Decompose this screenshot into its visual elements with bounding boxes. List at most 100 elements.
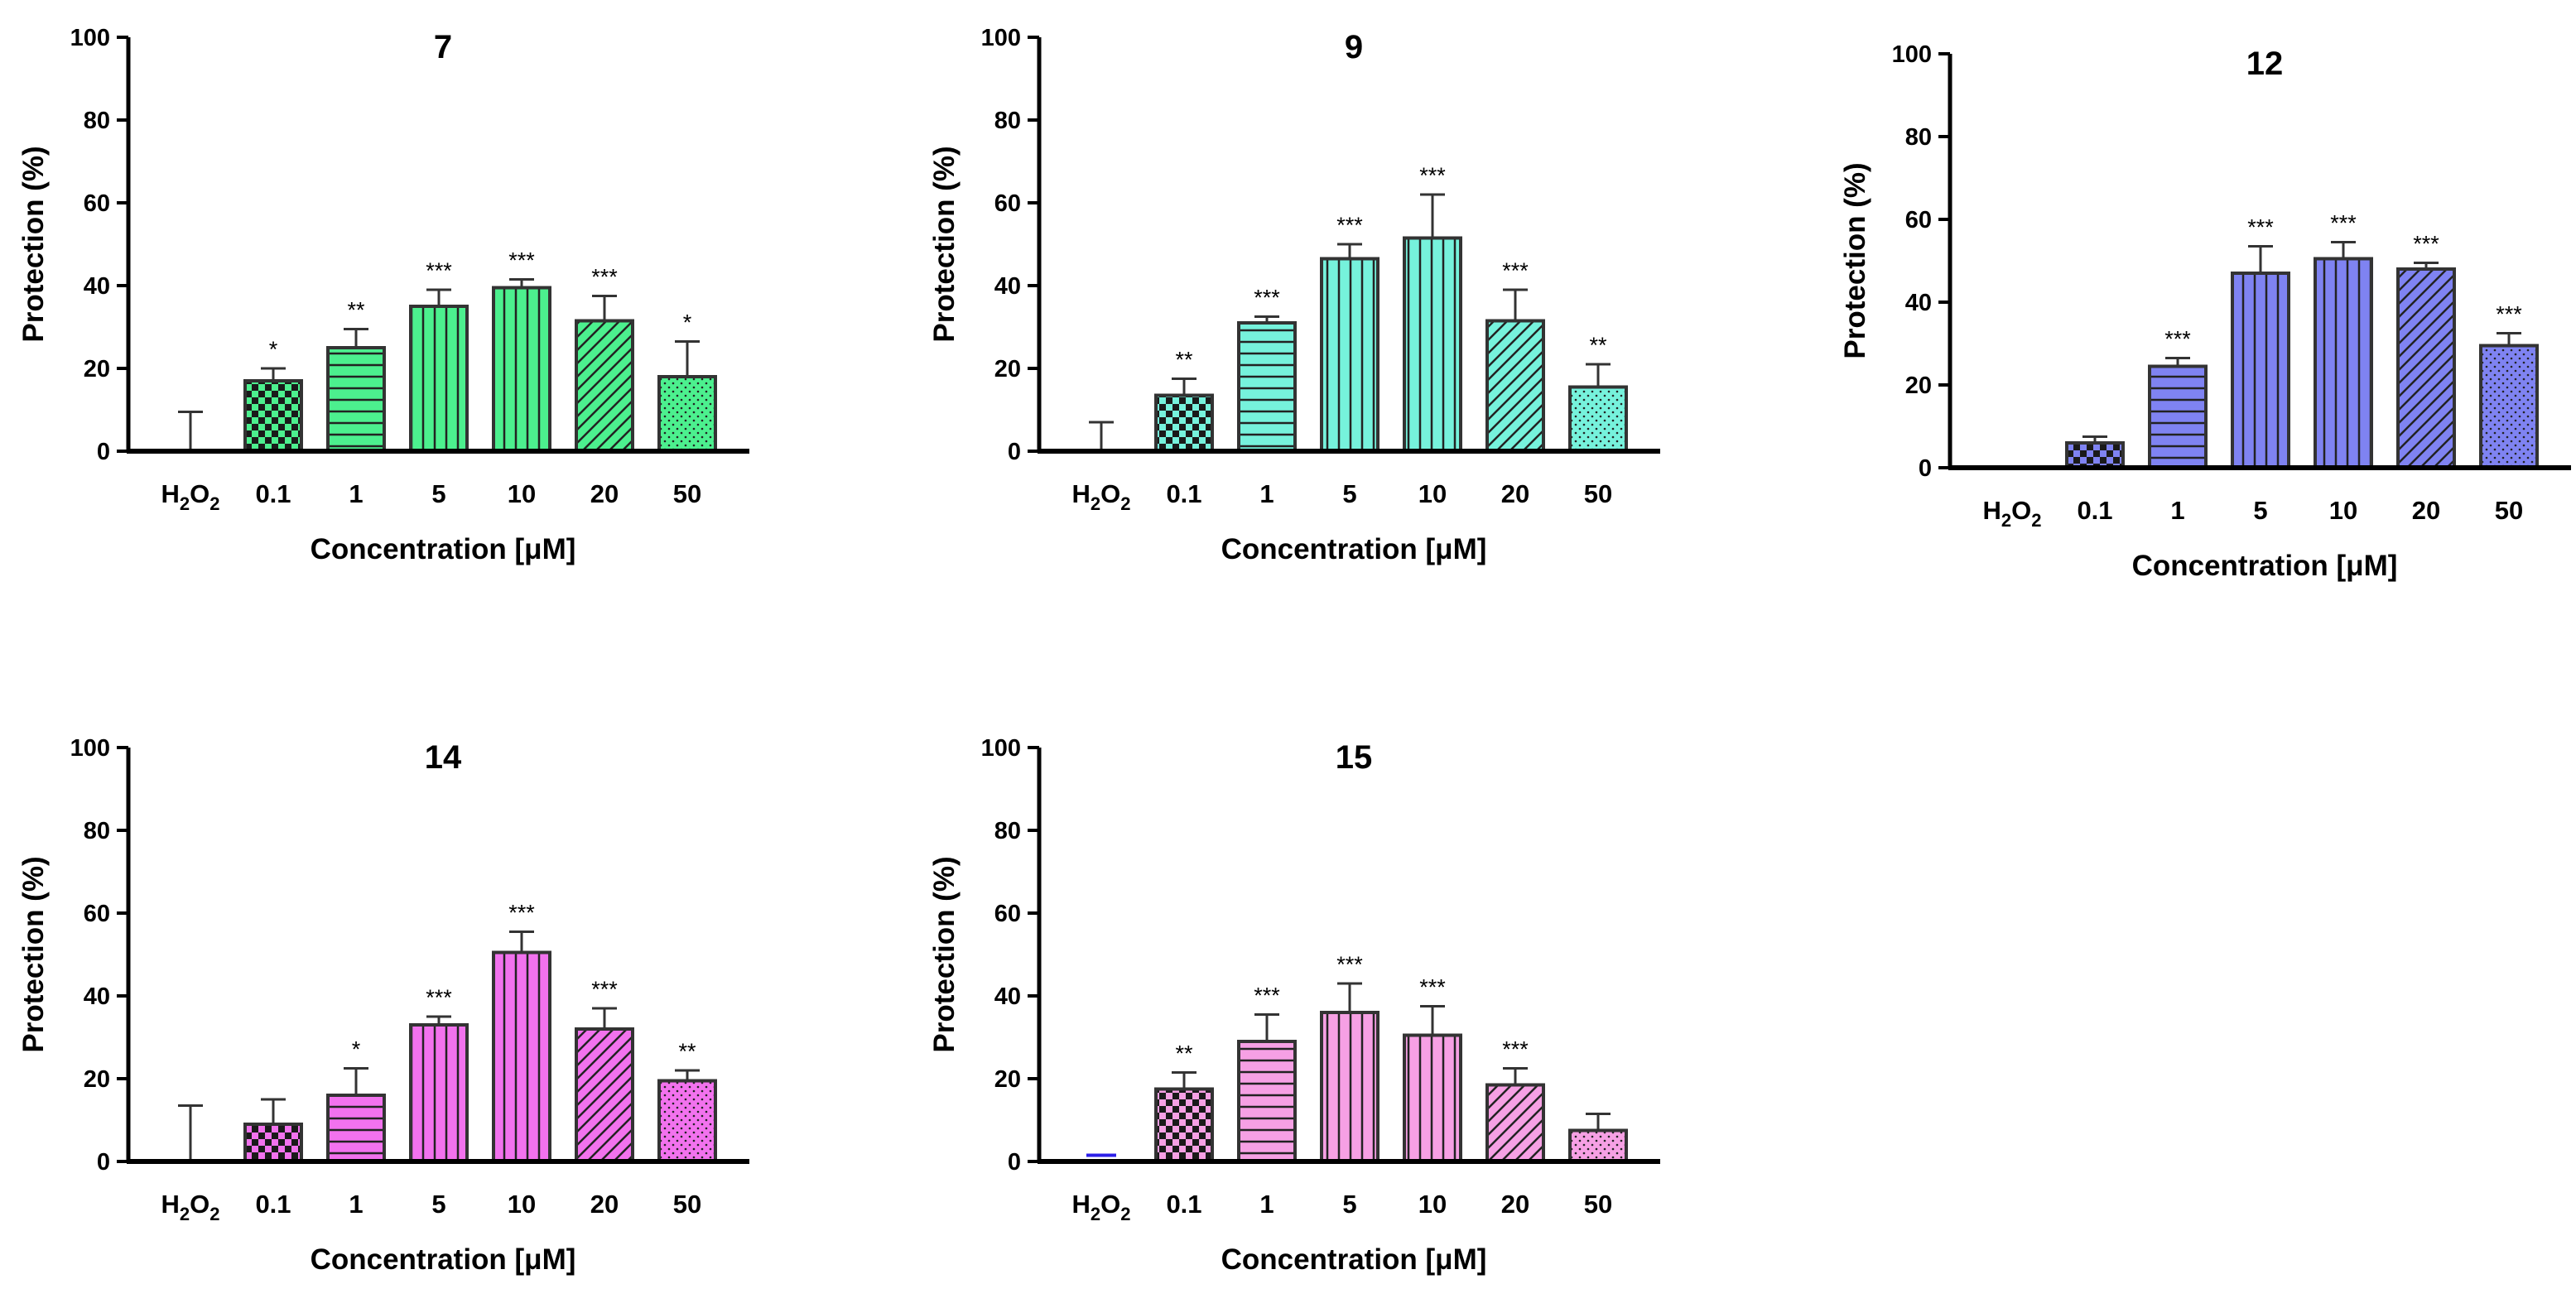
y-tick-label-40: 40 bbox=[1905, 290, 1932, 316]
error-bar-5 bbox=[426, 288, 451, 306]
y-axis-label: Protection (%) bbox=[17, 856, 50, 1052]
bar-20 bbox=[575, 1027, 634, 1163]
x-tick-label-2: 1 bbox=[1259, 1190, 1274, 1219]
significance-label-20: *** bbox=[1502, 258, 1529, 283]
significance-label-0.1: ** bbox=[1175, 1041, 1193, 1066]
bar-1 bbox=[1237, 1040, 1297, 1163]
error-bar-20 bbox=[592, 295, 617, 321]
chart-panel-9: 9 0 20 40 60 80 100 Protection (%) H2O2 ** 0.1 *** 1… bbox=[928, 25, 1660, 565]
chart-title: 9 bbox=[1345, 29, 1363, 65]
y-tick-label-0: 0 bbox=[97, 439, 110, 465]
y-tick-label-100: 100 bbox=[981, 25, 1021, 51]
significance-label-1: *** bbox=[1254, 983, 1280, 1008]
significance-label-0.1: ** bbox=[1175, 348, 1193, 373]
significance-label-20: *** bbox=[591, 265, 618, 290]
error-bar-50 bbox=[1586, 363, 1611, 387]
significance-label-1: ** bbox=[347, 298, 365, 323]
x-tick-label-1: 0.1 bbox=[1166, 479, 1201, 508]
error-bar-50 bbox=[2497, 332, 2521, 346]
bar-0.1 bbox=[1154, 1087, 1214, 1163]
bar-50 bbox=[1568, 385, 1628, 453]
x-tick-label-6: 50 bbox=[673, 1190, 701, 1219]
bar-10 bbox=[492, 950, 551, 1163]
y-tick-label-80: 80 bbox=[84, 818, 110, 844]
error-bar-H2O2 bbox=[1089, 421, 1114, 451]
x-tick-label-0: H2O2 bbox=[1071, 479, 1130, 514]
x-tick-label-0: H2O2 bbox=[1982, 496, 2041, 531]
significance-label-50: ** bbox=[1589, 333, 1607, 358]
x-tick-label-5: 20 bbox=[590, 1190, 619, 1219]
significance-label-0.1: * bbox=[269, 337, 278, 362]
significance-label-10: *** bbox=[508, 248, 535, 273]
y-tick-label-40: 40 bbox=[84, 983, 110, 1010]
x-tick-label-4: 10 bbox=[508, 479, 536, 508]
error-bar-50 bbox=[675, 1069, 700, 1081]
y-tick-label-20: 20 bbox=[1905, 373, 1932, 399]
y-axis-label: Protection (%) bbox=[928, 856, 961, 1052]
bar-5 bbox=[1320, 1011, 1379, 1163]
bar-0.1 bbox=[243, 1123, 303, 1163]
y-tick-label-80: 80 bbox=[994, 818, 1021, 844]
bar-5 bbox=[2231, 272, 2290, 469]
chart-title: 12 bbox=[2246, 46, 2284, 82]
error-bar-0.1 bbox=[1172, 1071, 1197, 1089]
y-tick-label-60: 60 bbox=[84, 901, 110, 927]
error-bar-0.1 bbox=[261, 367, 286, 381]
error-bar-10 bbox=[1420, 1005, 1445, 1036]
y-tick-label-80: 80 bbox=[994, 108, 1021, 134]
y-tick-label-20: 20 bbox=[994, 356, 1021, 382]
x-tick-label-1: 0.1 bbox=[255, 1190, 291, 1219]
y-tick-label-0: 0 bbox=[1008, 439, 1021, 465]
bar-10 bbox=[2314, 257, 2373, 469]
y-tick-label-20: 20 bbox=[994, 1066, 1021, 1093]
bar-20 bbox=[2396, 267, 2456, 469]
error-bar-1 bbox=[344, 1067, 368, 1095]
x-tick-label-3: 5 bbox=[2253, 496, 2267, 525]
x-tick-label-2: 1 bbox=[2170, 496, 2184, 525]
x-tick-label-0: H2O2 bbox=[161, 479, 219, 514]
bar-0.1 bbox=[1154, 393, 1214, 453]
x-tick-label-3: 5 bbox=[431, 479, 445, 508]
significance-label-5: *** bbox=[426, 258, 452, 283]
error-bar-1 bbox=[1254, 315, 1279, 323]
x-tick-label-0: H2O2 bbox=[1071, 1190, 1130, 1224]
bar-20 bbox=[575, 319, 634, 453]
x-tick-label-4: 10 bbox=[1418, 479, 1447, 508]
bar-50 bbox=[2479, 344, 2539, 469]
y-axis-label: Protection (%) bbox=[17, 146, 50, 342]
bar-50 bbox=[1568, 1128, 1628, 1163]
chart-title: 7 bbox=[434, 29, 452, 65]
x-tick-label-6: 50 bbox=[2495, 496, 2523, 525]
y-tick-label-20: 20 bbox=[84, 356, 110, 382]
error-bar-H2O2 bbox=[178, 1104, 203, 1161]
error-bar-0.1 bbox=[261, 1098, 286, 1124]
bar-10 bbox=[1403, 236, 1462, 453]
error-bar-5 bbox=[1337, 982, 1362, 1012]
x-tick-label-5: 20 bbox=[590, 479, 619, 508]
significance-label-10: *** bbox=[1419, 163, 1446, 188]
x-tick-label-4: 10 bbox=[1418, 1190, 1447, 1219]
x-tick-label-6: 50 bbox=[1584, 479, 1612, 508]
bar-5 bbox=[1320, 257, 1379, 453]
x-axis-label: Concentration [μM] bbox=[311, 1243, 576, 1276]
bar-20 bbox=[1485, 1083, 1545, 1163]
x-tick-label-4: 10 bbox=[508, 1190, 536, 1219]
significance-label-50: *** bbox=[2496, 302, 2522, 327]
y-tick-label-60: 60 bbox=[994, 901, 1021, 927]
x-tick-label-3: 5 bbox=[1342, 479, 1356, 508]
y-axis-label: Protection (%) bbox=[1839, 162, 1871, 358]
significance-label-1: *** bbox=[2164, 327, 2191, 352]
x-tick-label-5: 20 bbox=[1501, 1190, 1529, 1219]
y-tick-label-100: 100 bbox=[70, 25, 110, 51]
y-tick-label-100: 100 bbox=[70, 735, 110, 762]
significance-label-10: *** bbox=[508, 901, 535, 926]
significance-label-20: *** bbox=[591, 977, 618, 1002]
x-axis-label: Concentration [μM] bbox=[1221, 533, 1487, 565]
y-tick-label-60: 60 bbox=[994, 190, 1021, 217]
y-tick-label-40: 40 bbox=[84, 273, 110, 300]
chart-title: 14 bbox=[425, 739, 462, 776]
